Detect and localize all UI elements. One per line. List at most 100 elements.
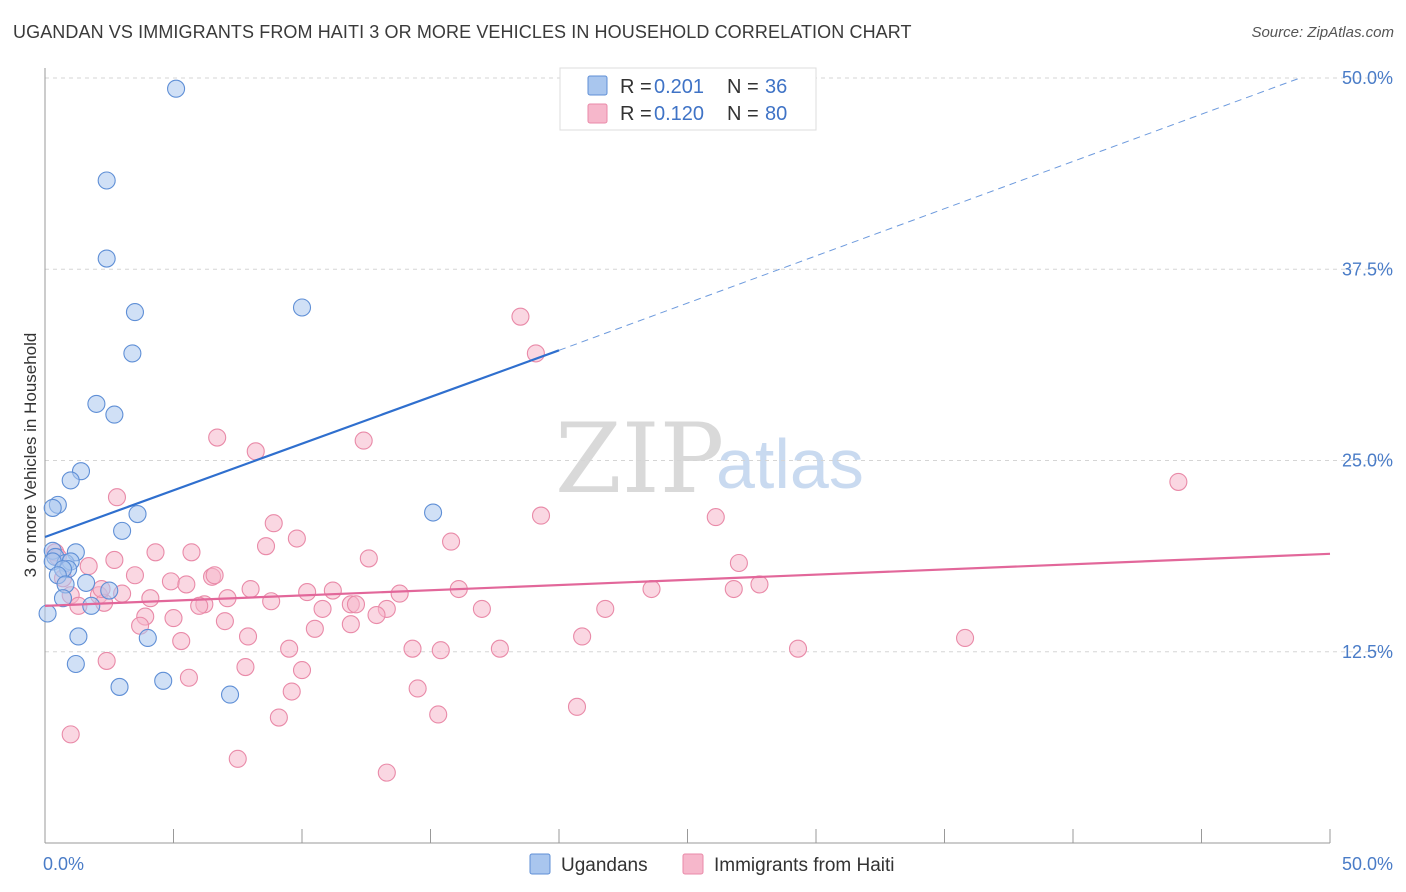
top-legend: R = 0.201 N = 36 R = 0.120 N = 80 xyxy=(559,67,817,131)
haiti-point xyxy=(573,627,592,646)
haiti-point xyxy=(61,725,80,744)
haiti-point xyxy=(179,668,198,687)
haiti-point xyxy=(269,708,288,727)
ugandans-point xyxy=(97,171,116,190)
ugandans-point xyxy=(128,504,147,524)
haiti-point xyxy=(956,628,975,648)
haiti-point xyxy=(341,615,360,634)
haiti-point xyxy=(408,679,427,698)
y-tick-label: 37.5% xyxy=(1342,259,1393,279)
legend-n-value-1: 36 xyxy=(765,76,787,98)
watermark-zip: ZIP xyxy=(555,403,724,515)
ugandans-point xyxy=(123,344,142,363)
haiti-point xyxy=(531,506,551,525)
ugandans-point xyxy=(424,503,443,522)
ugandans-point xyxy=(105,405,124,424)
ugandans-point xyxy=(43,498,62,517)
haiti-point xyxy=(298,583,317,602)
ugandans-point xyxy=(77,573,96,592)
legend-n-value-2: 80 xyxy=(765,103,787,125)
x-tick-label-max: 50.0% xyxy=(1342,854,1393,874)
y-tick-label: 50.0% xyxy=(1342,68,1393,88)
legend-r-value-1: 0.201 xyxy=(654,76,704,98)
haiti-point xyxy=(729,553,748,573)
haiti-points xyxy=(46,307,1188,782)
haiti-point xyxy=(724,579,743,599)
bottom-legend-label-haiti: Immigrants from Haiti xyxy=(714,855,895,876)
ugandans-point xyxy=(82,596,101,615)
haiti-point xyxy=(205,566,224,585)
legend-n-label-1: N = xyxy=(727,76,759,98)
haiti-point xyxy=(280,639,299,658)
ugandans-point xyxy=(220,685,240,704)
ugandans-point xyxy=(154,671,173,690)
haiti-point xyxy=(390,584,409,603)
haiti-point xyxy=(596,599,615,618)
haiti-trend-line xyxy=(44,552,1331,607)
haiti-point xyxy=(490,639,509,658)
haiti-point xyxy=(125,566,144,585)
haiti-point xyxy=(706,508,725,527)
haiti-point xyxy=(238,627,258,646)
haiti-point xyxy=(403,639,422,658)
ugandans-points xyxy=(38,79,443,704)
haiti-point xyxy=(367,605,386,625)
haiti-point xyxy=(567,697,587,716)
x-tick-label-min: 0.0% xyxy=(43,854,84,874)
ugandans-point xyxy=(167,79,186,98)
haiti-point xyxy=(282,682,301,701)
haiti-point xyxy=(750,575,769,594)
haiti-point xyxy=(79,557,98,576)
legend-r-label-1: R = xyxy=(620,76,652,98)
legend-r-label-2: R = xyxy=(620,103,652,125)
haiti-point xyxy=(164,609,183,628)
haiti-point xyxy=(442,532,461,551)
haiti-point xyxy=(788,639,808,658)
haiti-point xyxy=(172,631,191,651)
watermark-atlas: atlas xyxy=(716,425,864,503)
x-tick-marks xyxy=(44,829,1331,843)
legend-r-value-2: 0.120 xyxy=(654,103,704,125)
bottom-legend: Ugandans Immigrants from Haiti xyxy=(529,853,895,876)
y-tick-label: 12.5% xyxy=(1342,642,1393,662)
haiti-point xyxy=(236,657,255,677)
legend-n-label-2: N = xyxy=(727,103,759,125)
y-tick-label: 25.0% xyxy=(1342,451,1393,471)
haiti-point xyxy=(241,579,260,599)
ugandans-point xyxy=(125,303,144,322)
haiti-point xyxy=(323,581,342,600)
haiti-point xyxy=(177,575,196,594)
haiti-point xyxy=(215,612,234,631)
haiti-point xyxy=(511,307,530,326)
y-tick-labels: 12.5% 25.0% 37.5% 50.0% xyxy=(1342,68,1393,662)
legend-swatch-haiti xyxy=(587,103,608,124)
haiti-point xyxy=(97,651,116,670)
ugandans-point xyxy=(53,589,73,608)
haiti-point xyxy=(287,529,306,548)
bottom-legend-swatch-ugandans xyxy=(529,853,551,875)
haiti-point xyxy=(262,592,281,611)
haiti-point xyxy=(354,431,373,450)
ugandans-point xyxy=(110,677,129,696)
ugandans-point xyxy=(66,654,85,674)
haiti-point xyxy=(256,537,276,556)
ugandans-point xyxy=(87,394,106,413)
haiti-point xyxy=(190,596,209,615)
source-label: Source: ZipAtlas.com xyxy=(1251,24,1394,41)
ugandans-point xyxy=(138,628,157,648)
bottom-legend-swatch-haiti xyxy=(682,853,704,875)
haiti-point xyxy=(182,543,201,562)
haiti-point xyxy=(208,428,227,447)
ugandans-trend-line xyxy=(44,349,560,539)
haiti-point xyxy=(105,550,124,570)
haiti-point xyxy=(305,619,324,638)
ugandans-point xyxy=(38,604,57,623)
haiti-point xyxy=(161,572,180,591)
haiti-point xyxy=(292,661,312,680)
haiti-point xyxy=(141,589,160,608)
ugandans-point xyxy=(97,249,116,268)
trend-lines xyxy=(44,77,1331,607)
ugandans-point xyxy=(61,471,80,490)
haiti-point xyxy=(228,749,247,768)
ugandans-point xyxy=(292,298,312,317)
